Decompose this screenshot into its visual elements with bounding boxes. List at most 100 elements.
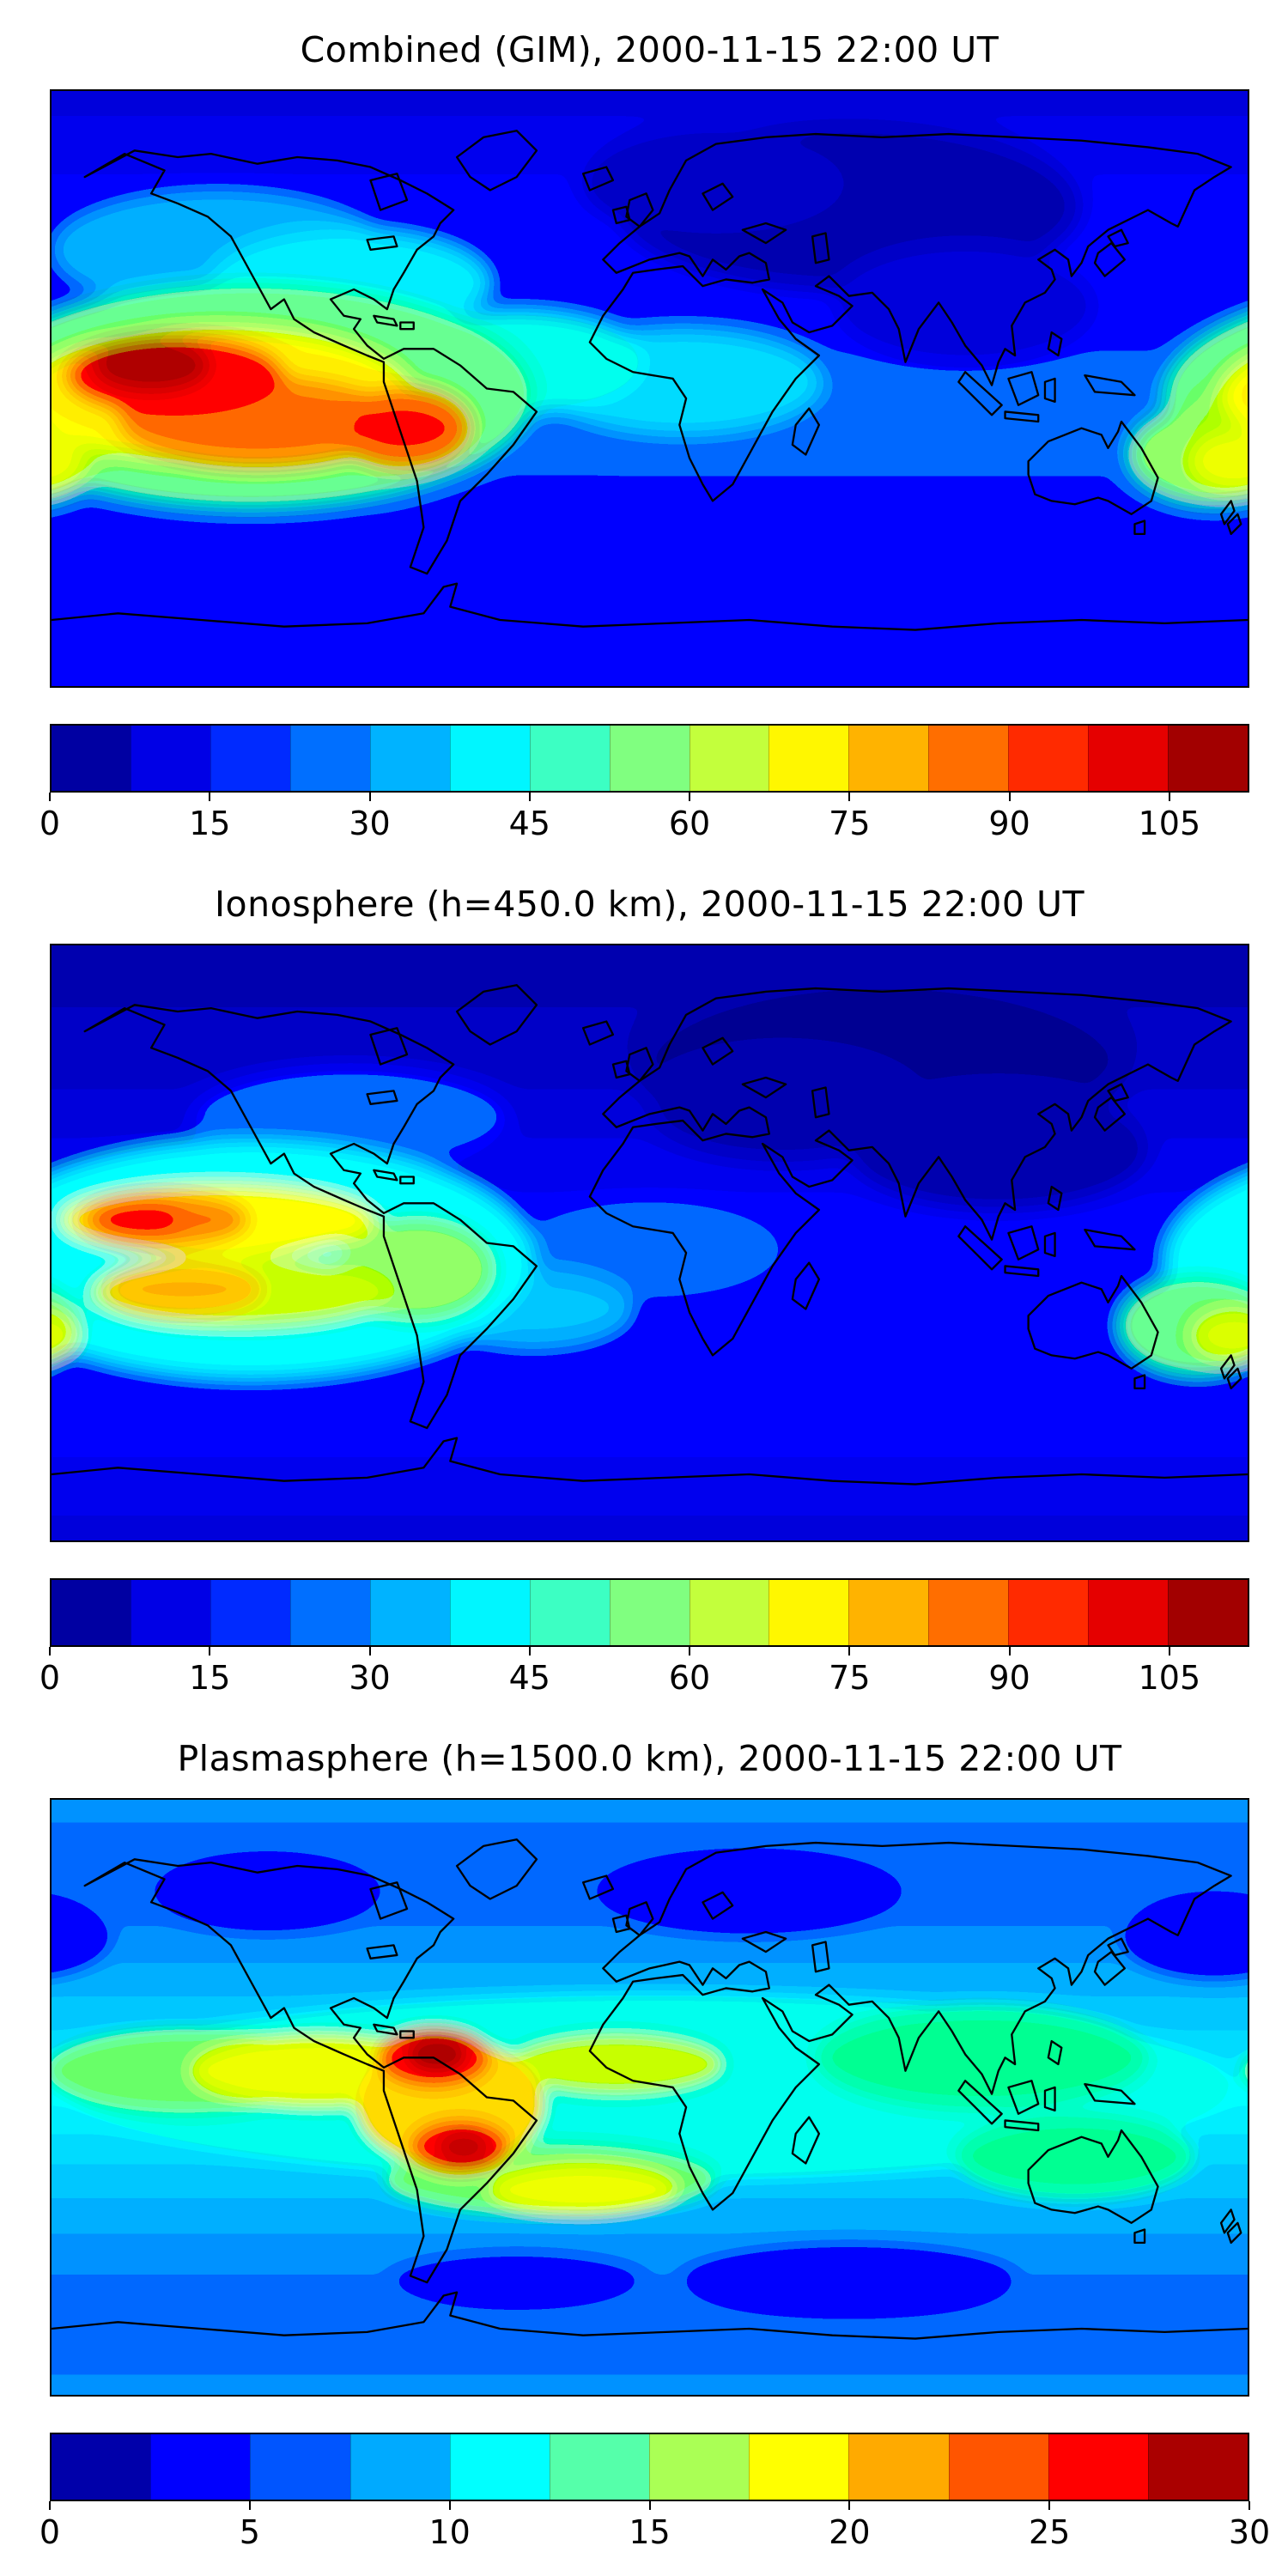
colorbar-tickmark xyxy=(1008,1647,1011,1656)
colorbar-tickmark xyxy=(1048,2501,1051,2510)
colorbar-cell xyxy=(689,1580,769,1645)
colorbar-tick-label: 5 xyxy=(239,2513,260,2551)
colorbar-cell xyxy=(349,2434,450,2500)
colorbar-tick-label: 75 xyxy=(829,1659,871,1697)
colorbar-tick-label: 90 xyxy=(988,1659,1030,1697)
colorbar-combined xyxy=(50,724,1249,793)
colorbar-cell xyxy=(948,2434,1048,2500)
colorbar-tick-label: 15 xyxy=(189,1659,231,1697)
colorbar-tick-label: 20 xyxy=(829,2513,871,2551)
colorbar-cell xyxy=(928,1580,1009,1645)
world-tec-map-ionosphere xyxy=(52,945,1248,1540)
colorbar-tickmark xyxy=(848,2501,851,2510)
colorbar-cell xyxy=(769,1580,849,1645)
colorbar-tick-label: 90 xyxy=(988,805,1030,842)
colorbar-tick-label: 15 xyxy=(629,2513,671,2551)
colorbar-cell xyxy=(289,726,370,791)
colorbar-tick-label: 10 xyxy=(428,2513,471,2551)
colorbar-tick-label: 60 xyxy=(668,805,711,842)
coastlines xyxy=(52,130,1248,631)
colorbar-tick-label: 30 xyxy=(349,805,391,842)
colorbar-tickmark xyxy=(1249,2501,1250,2510)
colorbar-tickmark xyxy=(209,793,211,801)
colorbar-tickmark xyxy=(1168,793,1170,801)
panel-title-combined: Combined (GIM), 2000-11-15 22:00 UT xyxy=(300,29,999,70)
colorbar-cell xyxy=(210,1580,290,1645)
panel-plasmasphere: Plasmasphere (h=1500.0 km), 2000-11-15 2… xyxy=(0,1709,1288,2563)
colorbar-ticks-plasmasphere: 0 5 10 15 20 25 30 xyxy=(39,2501,1270,2563)
tec-field xyxy=(52,945,1248,1540)
colorbar-tickmark xyxy=(648,2501,651,2510)
panel-ionosphere: Ionosphere (h=450.0 km), 2000-11-15 22:0… xyxy=(0,854,1288,1709)
colorbar-ionosphere xyxy=(50,1578,1249,1647)
colorbar-cell xyxy=(52,726,131,791)
colorbar-tick-label: 105 xyxy=(1138,805,1201,842)
colorbar-cell xyxy=(449,726,530,791)
colorbar-cell xyxy=(449,2434,550,2500)
colorbar-cell xyxy=(369,726,450,791)
colorbar-cell xyxy=(250,2434,350,2500)
tec-field xyxy=(52,1800,1248,2395)
colorbar-tickmark xyxy=(528,1647,531,1656)
colorbar-tickmark xyxy=(248,2501,251,2510)
colorbar-tickmark xyxy=(368,1647,371,1656)
colorbar-cell xyxy=(769,726,849,791)
panel-combined-gim: Combined (GIM), 2000-11-15 22:00 UT 0 15 3… xyxy=(0,0,1288,854)
colorbar-cell xyxy=(529,1580,610,1645)
colorbar-tickmark xyxy=(49,2501,51,2510)
coastlines xyxy=(52,1838,1248,2340)
colorbar-cell xyxy=(210,726,290,791)
world-tec-map-combined xyxy=(52,91,1248,686)
colorbar-cell xyxy=(649,2434,750,2500)
colorbar-plasmasphere xyxy=(50,2433,1249,2501)
colorbar-cell xyxy=(749,2434,849,2500)
map-combined xyxy=(50,89,1249,688)
colorbar-cell xyxy=(289,1580,370,1645)
colorbar-tickmark xyxy=(209,1647,211,1656)
colorbar-tick-label: 45 xyxy=(508,805,550,842)
colorbar-tickmark xyxy=(689,1647,691,1656)
colorbar-cell xyxy=(52,1580,131,1645)
colorbar-tickmark xyxy=(1008,793,1011,801)
colorbar-cell xyxy=(689,726,769,791)
colorbar-cell xyxy=(1168,726,1249,791)
colorbar-cell xyxy=(449,1580,530,1645)
colorbar-tick-label: 60 xyxy=(668,1659,711,1697)
colorbar-cell xyxy=(1088,1580,1169,1645)
colorbar-tick-label: 0 xyxy=(39,2513,61,2551)
colorbar-tick-label: 0 xyxy=(39,805,61,842)
colorbar-cell xyxy=(609,726,690,791)
colorbar-tickmark xyxy=(49,793,51,801)
colorbar-cell xyxy=(1008,726,1089,791)
colorbar-cell xyxy=(130,1580,210,1645)
colorbar-tick-label: 75 xyxy=(829,805,871,842)
tec-field xyxy=(52,91,1248,686)
map-plasmasphere xyxy=(50,1798,1249,2397)
colorbar-cell xyxy=(1008,1580,1089,1645)
colorbar-cell xyxy=(369,1580,450,1645)
panel-title-plasmasphere: Plasmasphere (h=1500.0 km), 2000-11-15 2… xyxy=(177,1738,1122,1779)
colorbar-cell xyxy=(848,726,929,791)
panel-title-ionosphere: Ionosphere (h=450.0 km), 2000-11-15 22:0… xyxy=(214,884,1085,925)
colorbar-tick-label: 105 xyxy=(1138,1659,1201,1697)
colorbar-cell xyxy=(150,2434,251,2500)
colorbar-tick-label: 25 xyxy=(1028,2513,1071,2551)
colorbar-tick-label: 15 xyxy=(189,805,231,842)
colorbar-cell xyxy=(549,2434,650,2500)
colorbar-cell xyxy=(848,2434,949,2500)
colorbar-tickmark xyxy=(528,793,531,801)
colorbar-tick-label: 30 xyxy=(349,1659,391,1697)
colorbar-cell xyxy=(1147,2434,1249,2500)
colorbar-cell xyxy=(52,2434,151,2500)
colorbar-tickmark xyxy=(848,793,851,801)
colorbar-cell xyxy=(848,1580,929,1645)
colorbar-cell xyxy=(130,726,210,791)
colorbar-cell xyxy=(529,726,610,791)
colorbar-tickmark xyxy=(848,1647,851,1656)
colorbar-cell xyxy=(1168,1580,1249,1645)
colorbar-tickmark xyxy=(448,2501,451,2510)
colorbar-cell xyxy=(1088,726,1169,791)
colorbar-tickmark xyxy=(368,793,371,801)
colorbar-cell xyxy=(928,726,1009,791)
colorbar-tickmark xyxy=(49,1647,51,1656)
